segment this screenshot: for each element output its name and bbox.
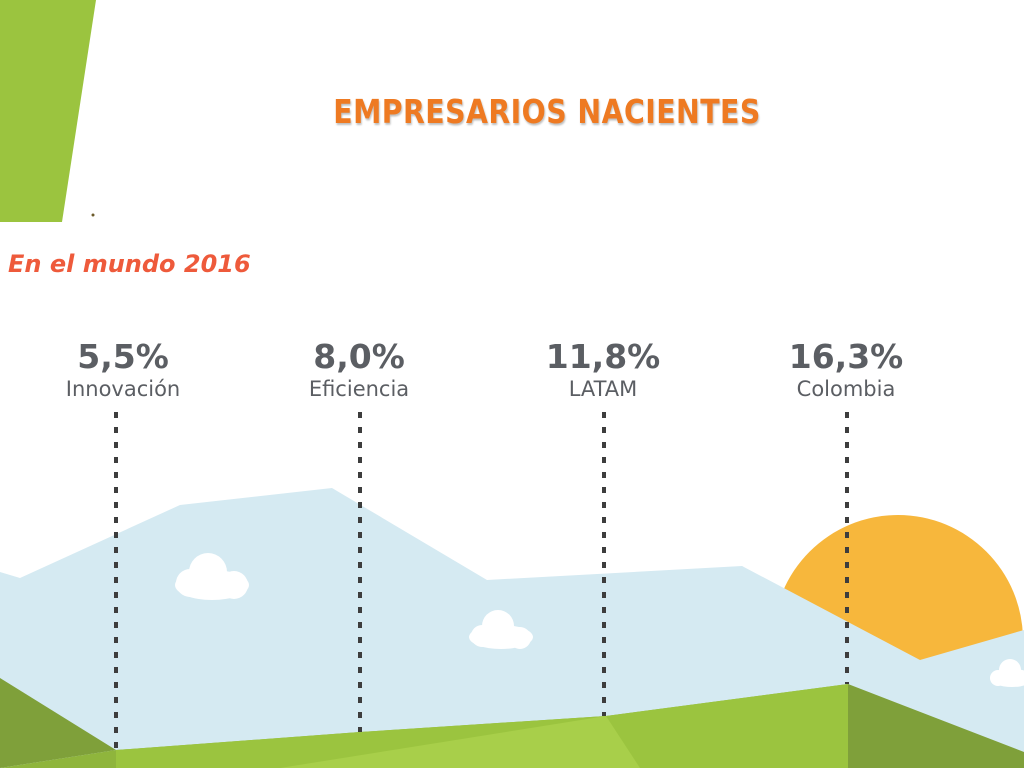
hill-mid [116,684,848,768]
stat-eficiencia: 8,0% Eficiencia [259,338,459,402]
stat-value: 16,3% [788,337,904,376]
subtitle: En el mundo 2016 [8,250,251,278]
stat-value: 5,5% [77,337,169,376]
hill-left [0,678,116,768]
green-corner-band [0,0,96,222]
hill-dark [848,684,1024,768]
stat-label: Innovación [65,377,181,401]
stat-colombia: 16,3% Colombia [746,338,946,402]
cloud-icon [469,610,533,649]
stat-innovacion: 5,5% Innovación [23,338,223,402]
stat-label: LATAM [568,377,638,401]
decor-dot [91,213,95,217]
cloud-icon [175,553,249,600]
stat-latam: 11,8% LATAM [503,338,703,402]
cloud-icon [990,659,1024,687]
dotted-lines [114,412,849,750]
stat-label: Colombia [796,377,896,401]
page-title: EMPRESARIOS NACIENTES [333,92,761,131]
stat-label: Eficiencia [308,377,410,401]
stat-value: 8,0% [313,337,405,376]
stat-value: 11,8% [545,337,661,376]
hill-front [280,716,640,768]
